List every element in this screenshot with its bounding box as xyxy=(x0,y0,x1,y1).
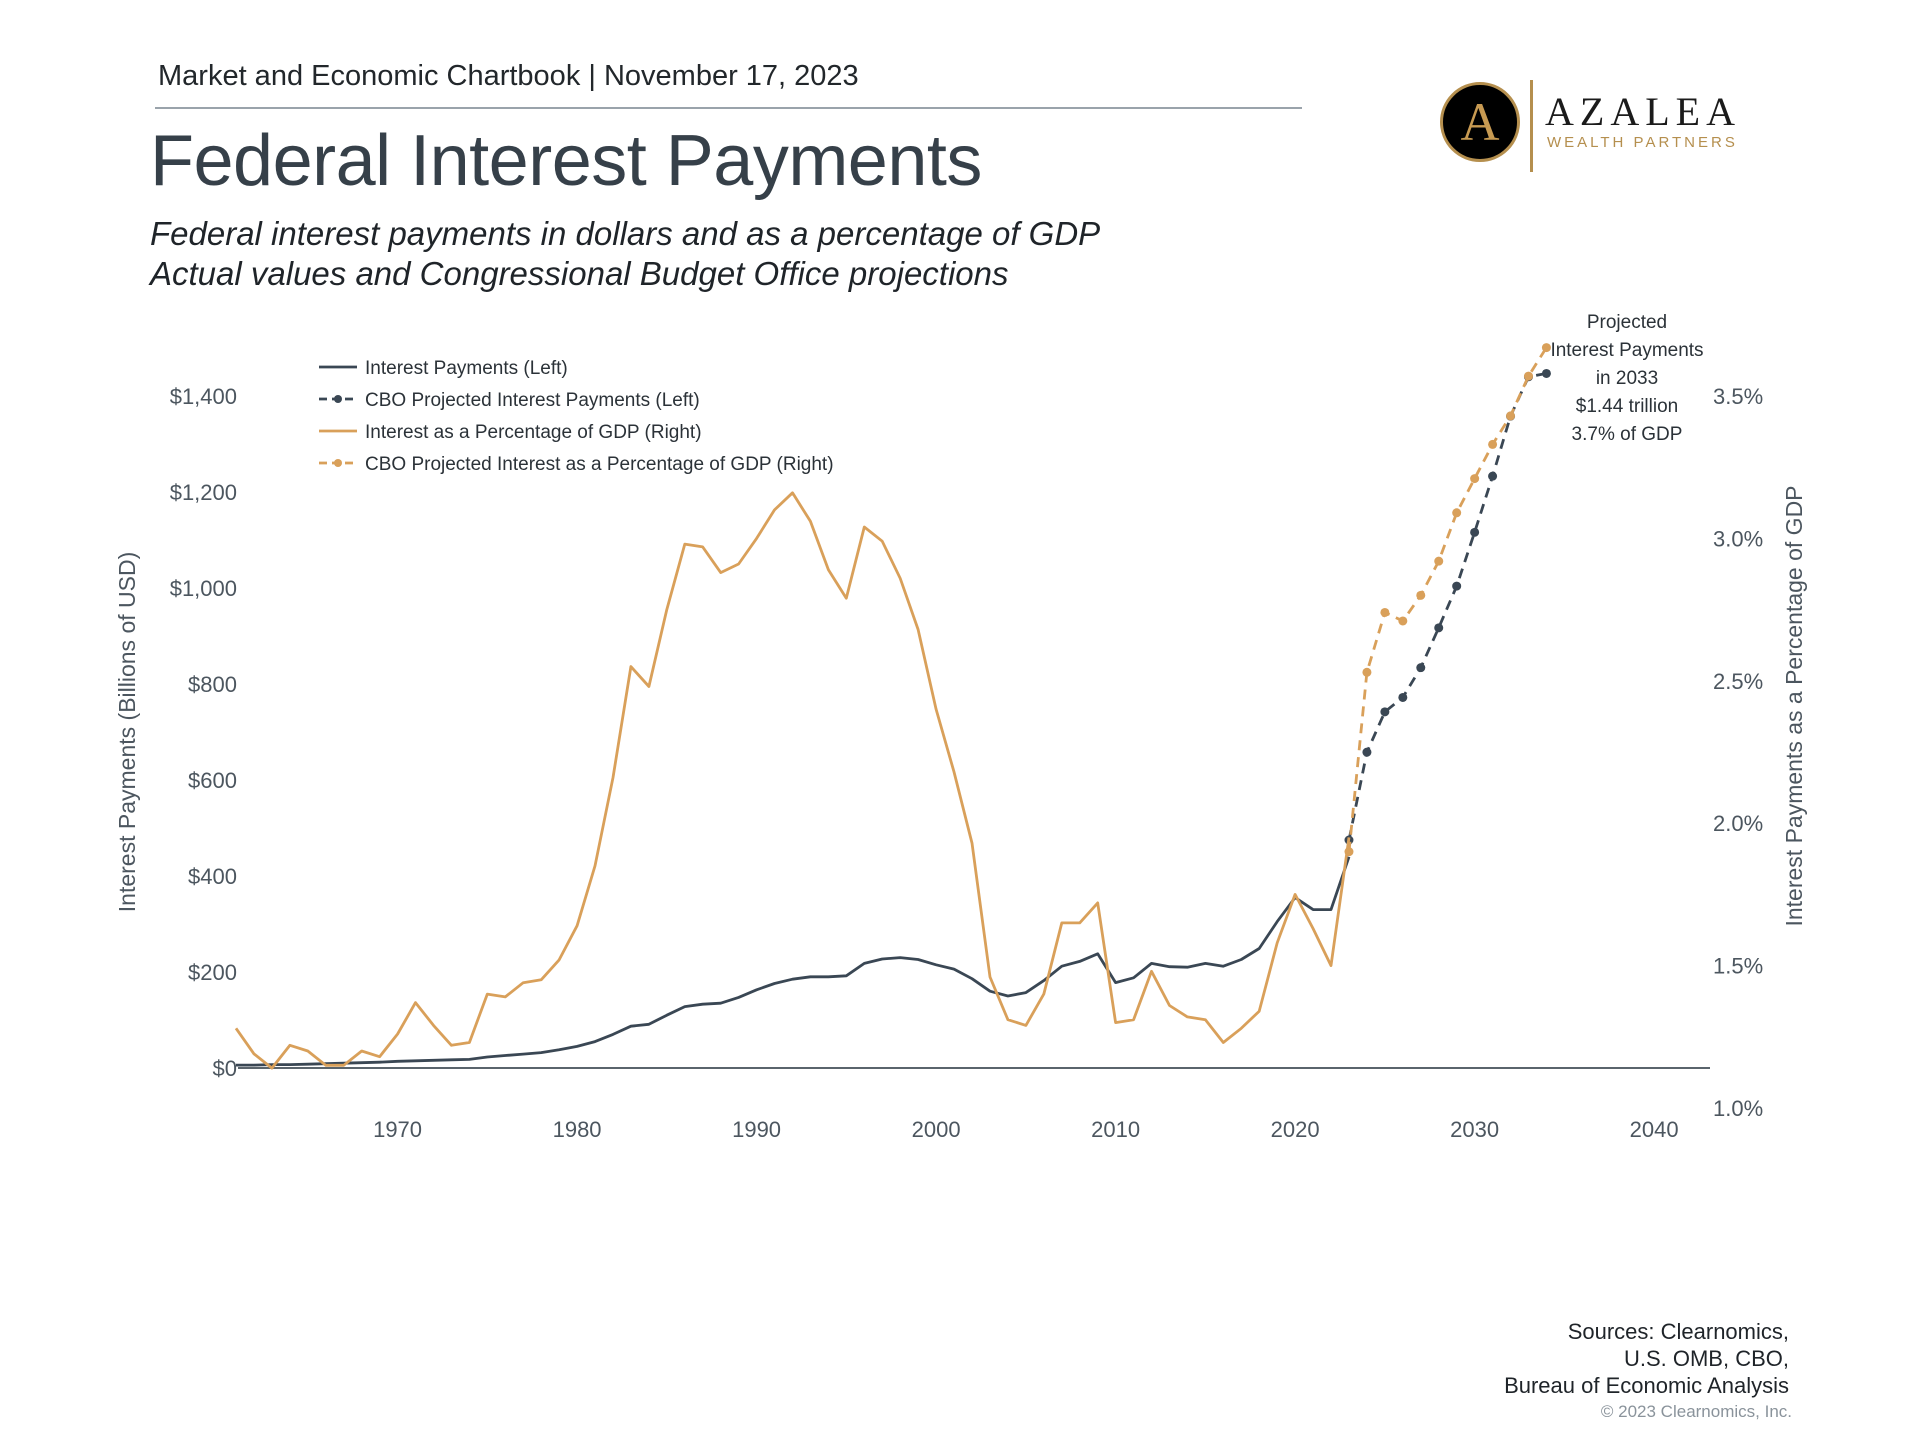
x-tick-label-1990: 1990 xyxy=(732,1117,781,1142)
chartbook-header: Market and Economic Chartbook | November… xyxy=(158,60,859,92)
azalea-logo: A AZALEA WEALTH PARTNERS xyxy=(1440,80,1740,175)
projection-annotation: Projected Interest Payments in 2033 $1.44 t… xyxy=(1550,312,1703,445)
series-line-2 xyxy=(1347,372,1547,841)
x-tick-label-2030: 2030 xyxy=(1450,1117,1499,1142)
series-4-point-2032 xyxy=(1506,411,1516,421)
series-2-point-2029 xyxy=(1452,581,1462,591)
legend-label-3: Interest as a Percentage of GDP (Right) xyxy=(365,422,702,443)
series-2-point-2034 xyxy=(1541,368,1551,378)
series-2-point-2024 xyxy=(1362,747,1372,757)
series-2-point-2027 xyxy=(1416,663,1426,673)
series-2-point-2028 xyxy=(1434,623,1444,633)
series-4-point-2028 xyxy=(1434,556,1444,566)
annotation-line-4: $1.44 trillion xyxy=(1576,396,1678,417)
header-divider xyxy=(155,107,1302,109)
annotation-line-2: Interest Payments xyxy=(1550,340,1703,361)
legend-swatch-dot-4 xyxy=(334,459,342,467)
series-2-point-2025 xyxy=(1380,707,1390,717)
legend-swatch-dot-2 xyxy=(334,395,342,403)
logo-emblem xyxy=(1440,82,1520,162)
page-title: Federal Interest Payments xyxy=(150,121,982,201)
series-line-3 xyxy=(234,491,1351,1070)
sources-line-3: Bureau of Economic Analysis xyxy=(1504,1373,1789,1398)
chart-axes: 1970 1980 1990 2000 2010 2020 2030 2040 $0 $200 $4… xyxy=(114,384,1807,1142)
logo-name: AZALEA xyxy=(1545,89,1741,134)
series-2-point-2030 xyxy=(1470,527,1480,537)
series-4-point-2025 xyxy=(1380,607,1390,617)
y-right-tick-label-3.5: 3.5% xyxy=(1713,384,1763,409)
y-right-tick-label-2.5: 2.5% xyxy=(1713,669,1763,694)
y-left-tick-label-1400: $1,400 xyxy=(170,384,237,409)
sources-note: Sources: Clearnomics, U.S. OMB, CBO, Bur… xyxy=(1504,1318,1789,1399)
x-tick-label-1970: 1970 xyxy=(373,1117,422,1142)
series-4-point-2024 xyxy=(1362,667,1372,677)
chart-series xyxy=(234,343,1551,1070)
series-4-point-2031 xyxy=(1488,439,1498,449)
series-4-point-2026 xyxy=(1398,616,1408,626)
sources-line-2: U.S. OMB, CBO, xyxy=(1623,1346,1789,1371)
subtitle-line-1: Federal interest payments in dollars and… xyxy=(150,215,1101,252)
logo-letter: A xyxy=(1460,92,1500,152)
series-line-1 xyxy=(236,856,1351,1067)
legend-label-4: CBO Projected Interest as a Percentage o… xyxy=(365,454,834,475)
x-tick-label-1980: 1980 xyxy=(553,1117,602,1142)
x-tick-label-2020: 2020 xyxy=(1271,1117,1320,1142)
legend-label-2: CBO Projected Interest Payments (Left) xyxy=(365,390,700,411)
y-left-axis-label: Interest Payments (Billions of USD) xyxy=(114,552,140,912)
y-left-tick-label-200: $200 xyxy=(188,960,237,985)
series-4-point-2029 xyxy=(1452,508,1462,518)
logo-tagline: WEALTH PARTNERS xyxy=(1547,134,1738,151)
y-left-tick-label-800: $800 xyxy=(188,672,237,697)
annotation-line-5: 3.7% of GDP xyxy=(1572,424,1683,445)
annotation-line-1: Projected xyxy=(1587,312,1667,333)
chart-legend: Interest Payments (Left) CBO Projected In… xyxy=(319,358,834,475)
y-right-axis-label: Interest Payments as a Percentage of GDP xyxy=(1781,485,1807,926)
y-left-tick-label-1000: $1,000 xyxy=(170,576,237,601)
series-line-4 xyxy=(1347,346,1548,852)
logo-divider xyxy=(1530,80,1533,172)
copyright: © 2023 Clearnomics, Inc. xyxy=(1600,1402,1792,1421)
x-tick-label-2010: 2010 xyxy=(1091,1117,1140,1142)
y-right-tick-label-1: 1.0% xyxy=(1713,1096,1763,1121)
y-left-tick-label-400: $400 xyxy=(188,864,237,889)
y-right-tick-label-1.5: 1.5% xyxy=(1713,954,1763,979)
y-right-tick-label-3: 3.0% xyxy=(1713,526,1763,551)
x-tick-label-2040: 2040 xyxy=(1630,1117,1679,1142)
y-left-tick-label-1200: $1,200 xyxy=(170,480,237,505)
x-tick-label-2000: 2000 xyxy=(912,1117,961,1142)
sources-line-1: Sources: Clearnomics, xyxy=(1567,1319,1789,1344)
y-left-tick-label-600: $600 xyxy=(188,768,237,793)
series-4-point-2034 xyxy=(1541,343,1551,353)
series-4-point-2027 xyxy=(1416,590,1426,600)
subtitle-line-2: Actual values and Congressional Budget O… xyxy=(150,255,1009,292)
series-4-point-2033 xyxy=(1523,371,1533,381)
legend-label-1: Interest Payments (Left) xyxy=(365,358,568,379)
series-2-point-2026 xyxy=(1398,692,1408,702)
y-right-tick-label-2: 2.0% xyxy=(1713,811,1763,836)
series-4-point-2030 xyxy=(1470,474,1480,484)
series-4-point-2023 xyxy=(1344,847,1354,857)
series-2-point-2031 xyxy=(1488,471,1498,481)
y-left-tick-label-0: $0 xyxy=(213,1056,237,1081)
annotation-line-3: in 2033 xyxy=(1596,368,1658,389)
